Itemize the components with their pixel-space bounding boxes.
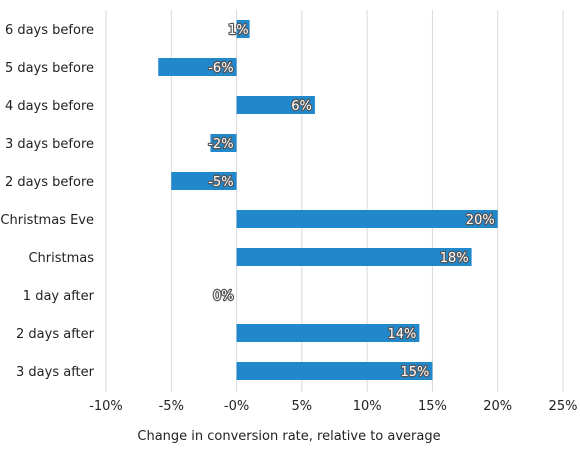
x-tick-label: 20% xyxy=(483,399,512,414)
x-axis-title: Change in conversion rate, relative to a… xyxy=(137,429,440,444)
category-label: 2 days after xyxy=(16,327,95,342)
bar-value-label: 20% xyxy=(466,213,495,228)
bar xyxy=(158,58,237,76)
bar-value-label: 6% xyxy=(291,99,312,114)
bar xyxy=(171,172,237,190)
bar xyxy=(236,210,498,228)
bar xyxy=(236,20,250,38)
x-tick-label: -5% xyxy=(159,399,184,414)
x-tick-label: -10% xyxy=(89,399,123,414)
category-label: 4 days before xyxy=(5,99,94,114)
bar xyxy=(236,362,433,380)
bar-value-label: 18% xyxy=(440,251,469,266)
bar-value-label: 1% xyxy=(228,23,249,38)
category-label: 1 day after xyxy=(23,289,95,304)
x-tick-label: 10% xyxy=(353,399,382,414)
bar xyxy=(236,324,420,342)
bar xyxy=(236,96,315,114)
bar xyxy=(236,248,472,266)
category-label: 3 days before xyxy=(5,137,94,152)
category-label: Christmas xyxy=(28,251,94,266)
category-labels: 6 days before 5 days before 4 days before 3… xyxy=(0,23,94,380)
bar-value-label: -2% xyxy=(208,137,233,152)
x-tick-label: 15% xyxy=(418,399,447,414)
x-tick-label: 5% xyxy=(292,399,313,414)
category-label: 3 days after xyxy=(16,365,95,380)
x-tick-label: 25% xyxy=(549,399,578,414)
bars xyxy=(158,20,498,380)
bar-value-labels: 1% -6% 6% -2% -5% 20% 18% 0% 14% 15% xyxy=(207,22,496,381)
category-label: Christmas Eve xyxy=(0,213,94,228)
category-label: 6 days before xyxy=(5,23,94,38)
bar-value-label: 0% xyxy=(213,289,234,304)
bar xyxy=(210,134,237,152)
category-label: 5 days before xyxy=(5,61,94,76)
bar-value-label: -5% xyxy=(208,175,233,190)
bar-value-label: -6% xyxy=(208,61,233,76)
x-axis-tick-labels: -10% -5% -0% 5% 10% 15% 20% 25% xyxy=(89,399,577,414)
bar-value-label: 14% xyxy=(387,327,416,342)
x-tick-label: -0% xyxy=(224,399,249,414)
bar-value-label: 15% xyxy=(401,365,430,380)
category-label: 2 days before xyxy=(5,175,94,190)
